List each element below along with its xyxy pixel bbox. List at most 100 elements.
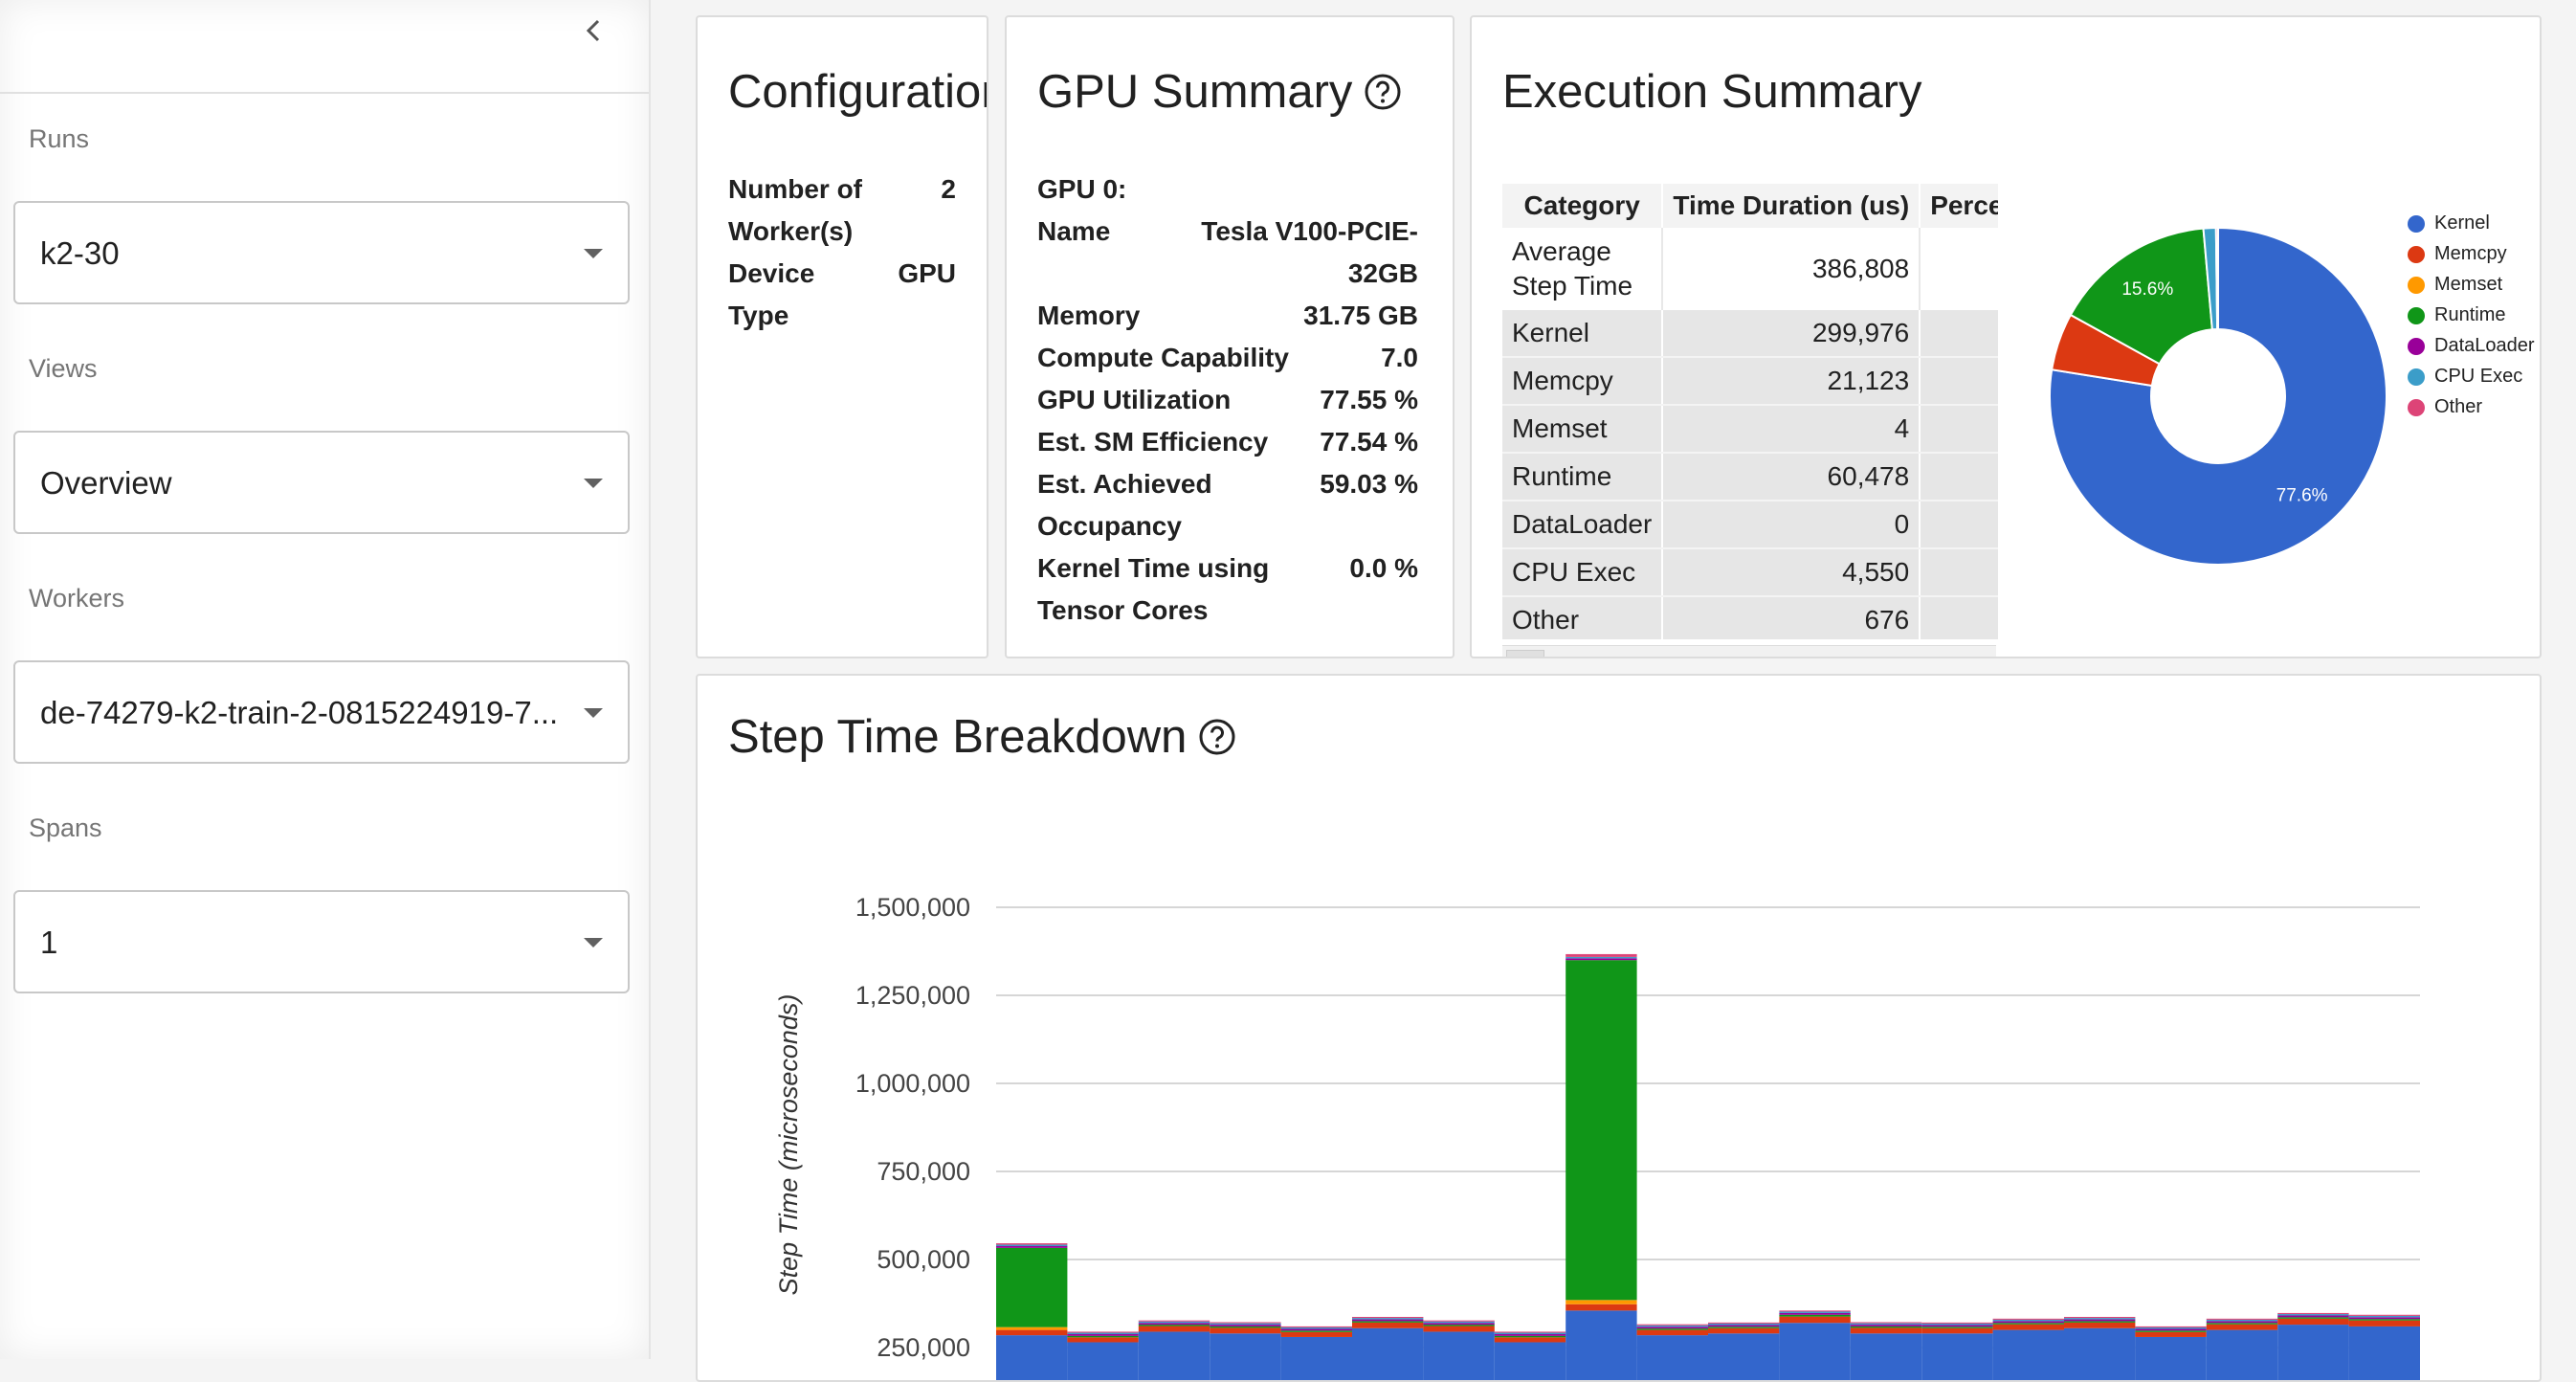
bar-segment-cpu-exec[interactable] xyxy=(1779,1311,1851,1313)
bar-segment-memset[interactable] xyxy=(1566,1300,1637,1304)
bar-segment-memcpy[interactable] xyxy=(2206,1324,2278,1330)
bar-segment-kernel[interactable] xyxy=(1494,1342,1566,1382)
bar-segment-dataloader[interactable] xyxy=(1708,1325,1780,1327)
bar-segment-kernel[interactable] xyxy=(1210,1333,1281,1382)
bar-segment-cpu-exec[interactable] xyxy=(2064,1318,2136,1320)
bar-segment-cpu-exec[interactable] xyxy=(2135,1327,2207,1329)
bar-segment-memcpy[interactable] xyxy=(1280,1331,1352,1337)
bar-segment-kernel[interactable] xyxy=(1138,1331,1210,1382)
bar-segment-other[interactable] xyxy=(1921,1322,1993,1324)
legend-item[interactable]: Memcpy xyxy=(2408,243,2507,265)
bar-segment-kernel[interactable] xyxy=(1708,1333,1780,1382)
bar-segment-other[interactable] xyxy=(1779,1310,1851,1312)
column-header[interactable]: Percentage (%) xyxy=(1920,184,1998,228)
bar-segment-dataloader[interactable] xyxy=(1423,1323,1495,1326)
bar-segment-runtime[interactable] xyxy=(2348,1319,2420,1321)
views-select[interactable]: Overview xyxy=(13,431,630,534)
bar-segment-cpu-exec[interactable] xyxy=(2277,1314,2349,1316)
bar-segment-dataloader[interactable] xyxy=(1566,958,1637,961)
legend-item[interactable]: Kernel xyxy=(2408,212,2490,234)
bar-segment-dataloader[interactable] xyxy=(1992,1321,2064,1324)
bar-segment-memcpy[interactable] xyxy=(1779,1316,1851,1324)
bar-segment-dataloader[interactable] xyxy=(1138,1323,1210,1326)
legend-item[interactable]: Memset xyxy=(2408,274,2502,296)
bar-segment-dataloader[interactable] xyxy=(1850,1325,1922,1326)
bar-segment-runtime[interactable] xyxy=(996,1247,1068,1327)
legend-item[interactable]: DataLoader xyxy=(2408,335,2535,357)
bar-segment-kernel[interactable] xyxy=(1992,1329,2064,1382)
bar-segment-other[interactable] xyxy=(1423,1320,1495,1322)
spans-select[interactable]: 1 xyxy=(13,890,630,993)
bar-segment-runtime[interactable] xyxy=(2277,1317,2349,1319)
bar-segment-other[interactable] xyxy=(2277,1312,2349,1315)
donut-slice-kernel[interactable] xyxy=(2049,226,2387,566)
bar-segment-runtime[interactable] xyxy=(1921,1326,1993,1328)
bar-segment-memcpy[interactable] xyxy=(1210,1327,1281,1334)
bar-segment-memcpy[interactable] xyxy=(1352,1322,1424,1328)
bar-segment-other[interactable] xyxy=(1566,953,1637,957)
bar-segment-kernel[interactable] xyxy=(1921,1333,1993,1382)
help-icon[interactable] xyxy=(1364,73,1402,111)
bar-segment-cpu-exec[interactable] xyxy=(1067,1332,1139,1335)
bar-segment-cpu-exec[interactable] xyxy=(1423,1321,1495,1324)
bar-segment-dataloader[interactable] xyxy=(1352,1319,1424,1322)
bar-segment-kernel[interactable] xyxy=(2064,1327,2136,1382)
bar-segment-kernel[interactable] xyxy=(2135,1336,2207,1382)
bar-segment-memcpy[interactable] xyxy=(1921,1327,1993,1334)
bar-segment-cpu-exec[interactable] xyxy=(996,1244,1068,1247)
bar-segment-runtime[interactable] xyxy=(1636,1328,1708,1330)
bar-segment-memcpy[interactable] xyxy=(1636,1329,1708,1336)
table-horizontal-scrollbar[interactable]: ◂▸ xyxy=(1502,645,1996,657)
legend-item[interactable]: Runtime xyxy=(2408,304,2505,326)
bar-segment-memcpy[interactable] xyxy=(1067,1337,1139,1343)
bar-segment-other[interactable] xyxy=(2064,1316,2136,1319)
bar-segment-cpu-exec[interactable] xyxy=(1708,1323,1780,1326)
bar-segment-kernel[interactable] xyxy=(1850,1333,1922,1382)
bar-segment-other[interactable] xyxy=(1708,1322,1780,1324)
bar-segment-runtime[interactable] xyxy=(1992,1323,2064,1325)
bar-segment-other[interactable] xyxy=(1992,1318,2064,1320)
bar-segment-runtime[interactable] xyxy=(1566,960,1637,1301)
bar-segment-cpu-exec[interactable] xyxy=(2206,1319,2278,1322)
bar-segment-memcpy[interactable] xyxy=(2277,1318,2349,1326)
bar-segment-dataloader[interactable] xyxy=(2277,1315,2349,1318)
collapse-sidebar-chevron-icon[interactable] xyxy=(579,15,610,46)
bar-segment-runtime[interactable] xyxy=(1708,1326,1780,1328)
bar-segment-dataloader[interactable] xyxy=(2135,1328,2207,1331)
bar-segment-memcpy[interactable] xyxy=(996,1329,1068,1336)
bar-segment-dataloader[interactable] xyxy=(1636,1326,1708,1329)
column-header[interactable]: Category xyxy=(1502,184,1664,228)
bar-segment-kernel[interactable] xyxy=(1566,1310,1637,1382)
bar-segment-kernel[interactable] xyxy=(2206,1329,2278,1382)
bar-segment-cpu-exec[interactable] xyxy=(1992,1319,2064,1322)
bar-segment-runtime[interactable] xyxy=(1423,1325,1495,1326)
bar-segment-cpu-exec[interactable] xyxy=(1210,1323,1281,1326)
bar-segment-cpu-exec[interactable] xyxy=(1566,956,1637,959)
bar-segment-other[interactable] xyxy=(1850,1322,1922,1324)
bar-segment-dataloader[interactable] xyxy=(1779,1312,1851,1315)
bar-segment-runtime[interactable] xyxy=(1138,1325,1210,1326)
legend-item[interactable]: Other xyxy=(2408,396,2482,418)
bar-segment-cpu-exec[interactable] xyxy=(1850,1323,1922,1326)
bar-segment-other[interactable] xyxy=(2348,1314,2420,1316)
help-icon[interactable] xyxy=(1198,718,1236,756)
bar-segment-dataloader[interactable] xyxy=(996,1246,1068,1248)
bar-segment-memcpy[interactable] xyxy=(2064,1322,2136,1328)
bar-segment-runtime[interactable] xyxy=(1494,1335,1566,1338)
bar-segment-runtime[interactable] xyxy=(1850,1326,1922,1328)
bar-segment-runtime[interactable] xyxy=(1352,1321,1424,1323)
bar-segment-other[interactable] xyxy=(1636,1324,1708,1326)
bar-segment-runtime[interactable] xyxy=(2206,1323,2278,1325)
bar-segment-dataloader[interactable] xyxy=(2348,1317,2420,1320)
bar-segment-memcpy[interactable] xyxy=(1708,1327,1780,1334)
bar-segment-cpu-exec[interactable] xyxy=(1921,1323,1993,1326)
donut-slice-other[interactable] xyxy=(2214,226,2219,331)
bar-segment-memset[interactable] xyxy=(996,1326,1068,1330)
bar-segment-memcpy[interactable] xyxy=(2348,1320,2420,1326)
bar-segment-dataloader[interactable] xyxy=(1921,1325,1993,1327)
bar-segment-runtime[interactable] xyxy=(2135,1330,2207,1332)
bar-segment-other[interactable] xyxy=(2135,1326,2207,1328)
legend-item[interactable]: CPU Exec xyxy=(2408,366,2522,388)
bar-segment-other[interactable] xyxy=(1210,1322,1281,1324)
bar-segment-kernel[interactable] xyxy=(2277,1325,2349,1382)
